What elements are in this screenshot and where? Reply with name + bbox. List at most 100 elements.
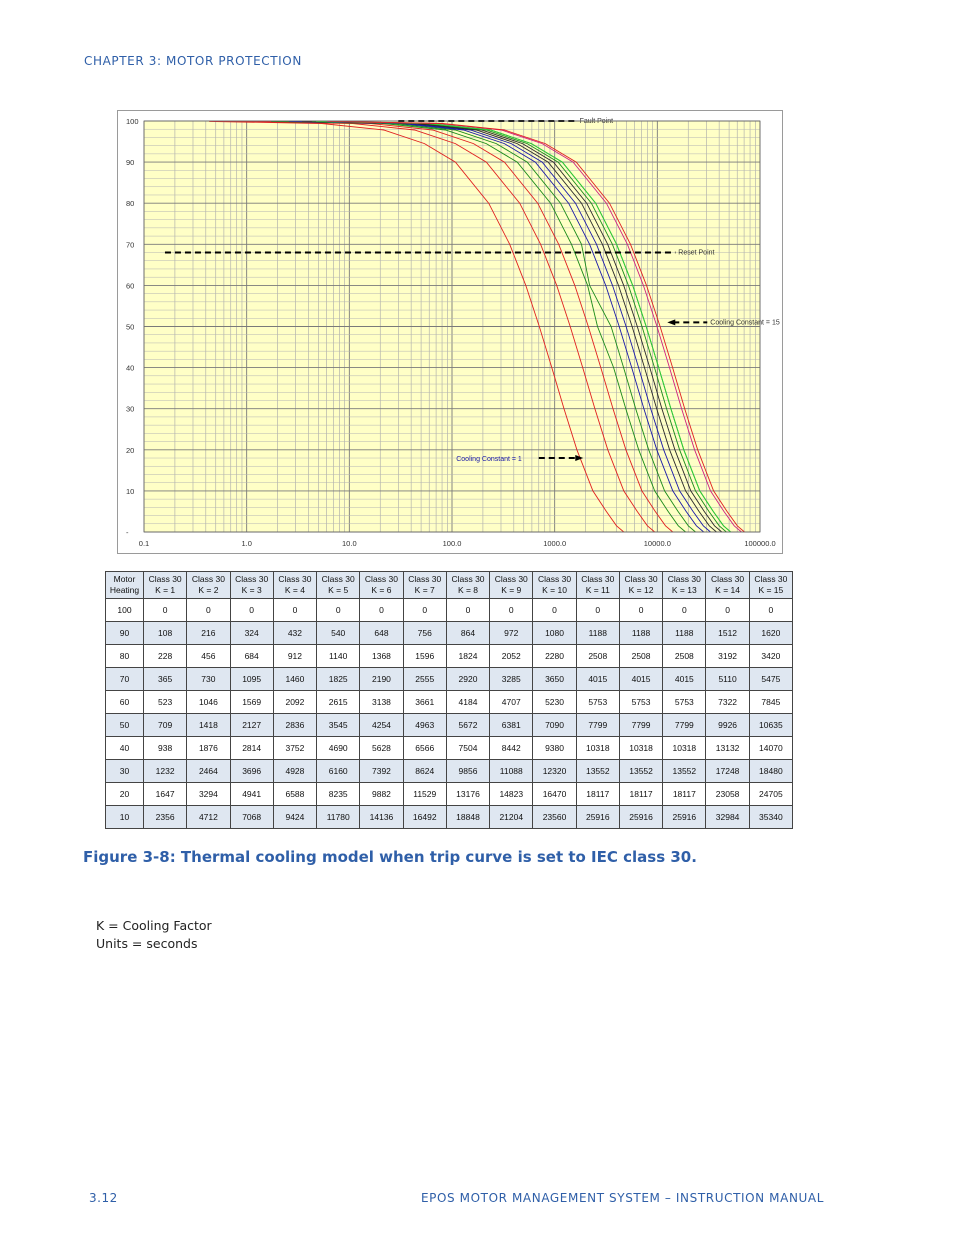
table-header-k1: Class 30 K = 1 <box>142 571 188 599</box>
table-row: 60 523 1046 1569 2092 2615 3138 3661 4184 4707 523… <box>105 690 794 714</box>
cooling-time-table: Motor Heating Class 30 K = 1 Class 30 K = 2… <box>105 571 794 829</box>
table-cell: 4928 <box>272 759 318 783</box>
y-tick-label: 50 <box>126 323 134 332</box>
header-k: K = 13 <box>671 585 697 595</box>
header-motor: Motor <box>113 574 136 584</box>
curve-k15 <box>329 120 745 533</box>
table-cell: 938 <box>142 736 188 760</box>
curve-k13 <box>316 120 731 533</box>
table-cell: 10635 <box>748 713 794 737</box>
table-cell: 2092 <box>272 690 318 714</box>
table-cell: 0 <box>532 598 577 622</box>
table-cell: 11780 <box>316 805 361 829</box>
header-class: Class 30 <box>451 574 485 584</box>
header-class: Class 30 <box>581 574 615 584</box>
table-cell: 18848 <box>445 805 491 829</box>
cooling-15-label: Cooling Constant = 15 <box>710 319 780 326</box>
curve-k4 <box>271 120 686 533</box>
table-cell: 4254 <box>359 713 404 737</box>
table-cell: 1080 <box>532 621 577 645</box>
table-row: 70 365 730 1095 1460 1825 2190 2555 2920 3285 3650… <box>105 667 794 691</box>
x-tick-label: 10.0 <box>342 539 357 548</box>
table-cell: 7799 <box>662 713 707 737</box>
table-cell: 2356 <box>142 805 188 829</box>
table-cell-heating: 10 <box>105 805 144 829</box>
table-cell: 3192 <box>705 644 750 668</box>
table-cell: 1647 <box>142 782 188 806</box>
table-cell: 3650 <box>532 667 577 691</box>
table-cell: 11529 <box>402 782 447 806</box>
table-cell: 4712 <box>186 805 231 829</box>
table-header-k4: Class 30 K = 4 <box>272 571 318 599</box>
x-tick-label: 0.1 <box>139 539 149 548</box>
table-cell: 14823 <box>489 782 534 806</box>
table-cell: 0 <box>402 598 447 622</box>
table-cell: 5110 <box>705 667 750 691</box>
manual-title: EPOS MOTOR MANAGEMENT SYSTEM – INSTRUCTI… <box>420 1191 824 1205</box>
chapter-header: CHAPTER 3: MOTOR PROTECTION <box>84 54 302 68</box>
table-cell: 9882 <box>359 782 404 806</box>
table-cell: 2280 <box>532 644 577 668</box>
table-header-k12: Class 30 K = 12 <box>618 571 664 599</box>
table-cell-heating: 60 <box>105 690 144 714</box>
table-cell: 2508 <box>618 644 664 668</box>
table-cell: 5753 <box>618 690 664 714</box>
table-row: 80 228 456 684 912 1140 1368 1596 1824 2052 2280 25… <box>105 644 794 668</box>
table-cell-heating: 100 <box>105 598 144 622</box>
table-cell: 14070 <box>748 736 794 760</box>
header-class: Class 30 <box>191 574 225 584</box>
table-cell: 35340 <box>748 805 794 829</box>
header-class: Class 30 <box>321 574 355 584</box>
table-cell: 1418 <box>186 713 231 737</box>
table-cell: 1825 <box>316 667 361 691</box>
table-cell: 6588 <box>272 782 318 806</box>
header-class: Class 30 <box>148 574 182 584</box>
table-cell: 4184 <box>445 690 491 714</box>
table-cell: 1596 <box>402 644 447 668</box>
header-heating: Heating <box>109 585 140 595</box>
table-cell: 2508 <box>575 644 620 668</box>
table-cell: 1232 <box>142 759 188 783</box>
y-tick-label: - <box>126 528 129 537</box>
table-cell: 4015 <box>575 667 620 691</box>
table-cell: 7322 <box>705 690 750 714</box>
table-cell: 456 <box>186 644 231 668</box>
header-k: K = 7 <box>414 585 435 595</box>
y-tick-label: 40 <box>126 364 134 373</box>
table-cell: 4963 <box>402 713 447 737</box>
table-cell: 324 <box>229 621 274 645</box>
table-cell: 10318 <box>662 736 707 760</box>
table-cell: 8235 <box>316 782 361 806</box>
curve-k9 <box>307 120 723 533</box>
table-header-k11: Class 30 K = 11 <box>575 571 620 599</box>
table-cell: 6566 <box>402 736 447 760</box>
x-tick-label: 10000.0 <box>644 539 671 548</box>
table-cell: 17248 <box>705 759 750 783</box>
table-cell: 2920 <box>445 667 491 691</box>
chart-svg: 100 90 80 70 60 50 40 30 20 10 - 0.1 1.0 10.0 100.0 100… <box>126 117 780 548</box>
header-class: Class 30 <box>667 574 701 584</box>
table-cell: 8624 <box>402 759 447 783</box>
table-cell: 3661 <box>402 690 447 714</box>
table-cell: 4015 <box>662 667 707 691</box>
table-cell: 5753 <box>575 690 620 714</box>
table-cell: 0 <box>272 598 318 622</box>
table-cell: 709 <box>142 713 188 737</box>
table-cell: 2464 <box>186 759 231 783</box>
table-row: 40 938 1876 2814 3752 4690 5628 6566 7504 8442 938… <box>105 736 794 760</box>
header-class: Class 30 <box>754 574 788 584</box>
table-cell: 5230 <box>532 690 577 714</box>
table-cell: 13552 <box>575 759 620 783</box>
table-cell: 2508 <box>662 644 707 668</box>
reset-point-label: Reset Point <box>678 250 714 257</box>
curve-k6 <box>289 120 704 533</box>
table-cell: 3420 <box>748 644 794 668</box>
header-k: K = 14 <box>715 585 740 595</box>
table-cell: 2190 <box>359 667 404 691</box>
table-cell: 5672 <box>445 713 491 737</box>
table-cell: 648 <box>359 621 404 645</box>
table-cell: 864 <box>445 621 491 645</box>
y-tick-label: 20 <box>126 446 134 455</box>
table-cell: 523 <box>142 690 188 714</box>
table-cell: 0 <box>316 598 361 622</box>
